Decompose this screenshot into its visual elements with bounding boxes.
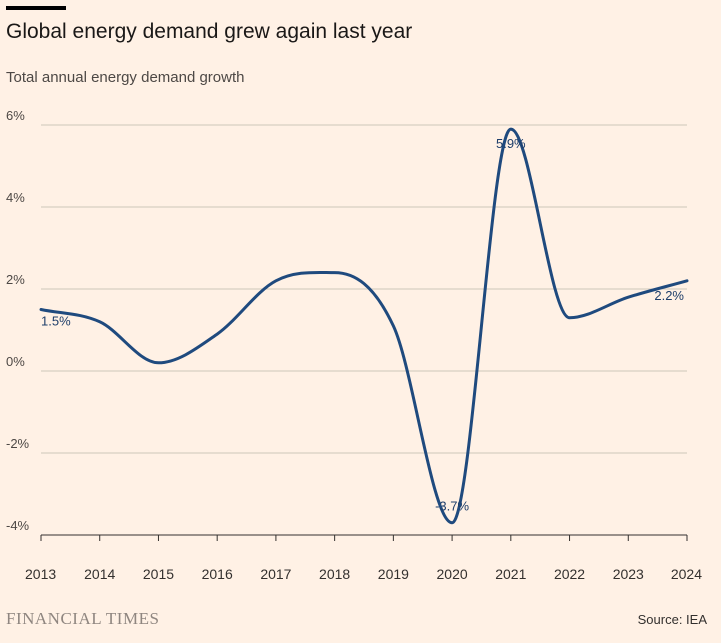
- x-tick-label: 2021: [495, 566, 526, 582]
- x-tick-label: 2014: [84, 566, 115, 582]
- series-line: [39, 127, 689, 525]
- ft-logo: FINANCIAL TIMES: [6, 609, 160, 628]
- x-tick-label: 2018: [319, 566, 350, 582]
- data-label: 2.2%: [654, 288, 684, 303]
- y-tick-label: 4%: [6, 190, 25, 205]
- data-label: 1.5%: [41, 314, 71, 329]
- source-note: Source: IEA: [637, 612, 707, 627]
- data-label: 5.9%: [496, 136, 526, 151]
- x-tick-label: 2016: [202, 566, 233, 582]
- x-tick-label: 2017: [260, 566, 291, 582]
- x-tick-label: 2013: [25, 566, 56, 582]
- chart-title: Global energy demand grew again last yea…: [6, 20, 413, 43]
- data-label: -3.7%: [435, 499, 469, 514]
- x-tick-label: 2023: [613, 566, 644, 582]
- top-accent-rule: [6, 6, 66, 10]
- chart-subtitle: Total annual energy demand growth: [6, 69, 245, 86]
- y-tick-label: -4%: [6, 518, 30, 533]
- x-tick-label: 2022: [554, 566, 585, 582]
- x-tick-label: 2015: [143, 566, 174, 582]
- x-tick-label: 2024: [671, 566, 702, 582]
- y-tick-label: 2%: [6, 272, 25, 287]
- x-tick-label: 2019: [378, 566, 409, 582]
- y-tick-label: 6%: [6, 108, 25, 123]
- y-tick-label: 0%: [6, 354, 25, 369]
- x-tick-label: 2020: [437, 566, 468, 582]
- y-tick-label: -2%: [6, 436, 30, 451]
